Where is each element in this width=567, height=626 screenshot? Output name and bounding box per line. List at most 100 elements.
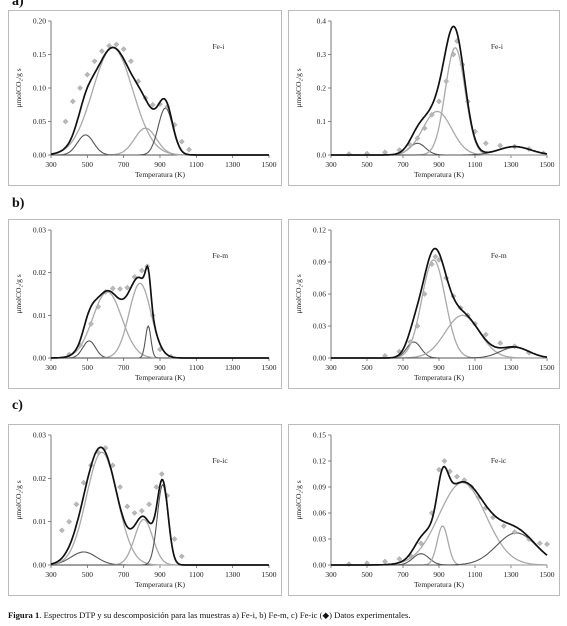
experimental-point: [500, 523, 507, 529]
component-curve: [331, 314, 547, 359]
row-label-b: b): [12, 196, 25, 211]
total-fit-curve: [50, 446, 269, 566]
experimental-point: [59, 527, 65, 534]
total-fit-curve: [331, 25, 548, 156]
row-label-c: c): [12, 398, 23, 413]
experimental-point: [432, 253, 439, 260]
experimental-point: [128, 58, 134, 65]
y-tick-label: 0.02: [33, 474, 46, 483]
caption-label: Figura 1: [8, 610, 40, 620]
experimental-point: [120, 46, 127, 53]
experimental-point: [138, 267, 145, 274]
y-axis-label: μmolCO₂/g s: [294, 480, 303, 519]
x-axis-label: Temperatura (K): [135, 580, 186, 589]
experimental-point: [117, 484, 123, 490]
row-label-a: a): [12, 0, 24, 9]
chart-svg: 300 500 700 900 1100 1300 1500 0.00 0.01 0.02 0.03…: [14, 431, 277, 590]
experimental-point: [124, 284, 131, 291]
x-tick-label: 1100: [189, 363, 204, 372]
chart-svg: 300 500 700 900 1100 1300 1500 0.0 0.1 0.2 0.3 0.4 T…: [294, 17, 555, 180]
experimental-point: [171, 536, 178, 542]
y-tick-label: 0.12: [313, 226, 326, 235]
experimental-point: [69, 98, 76, 105]
y-tick-label: 0.2: [317, 84, 327, 93]
x-tick-label: 900: [154, 363, 166, 372]
experimental-point: [414, 135, 421, 142]
y-axis-label: μmolCO₂/g s: [14, 274, 23, 313]
experimental-point: [436, 98, 442, 105]
experimental-point: [382, 558, 388, 565]
x-tick-label: 1100: [189, 160, 204, 169]
x-tick-label: 500: [361, 570, 373, 579]
total-fit-curve: [331, 247, 548, 359]
experimental-point: [497, 142, 504, 149]
sample-label: Fe-ic: [212, 456, 228, 465]
y-tick-label: 0.15: [33, 50, 46, 59]
experimental-point: [109, 285, 116, 292]
x-tick-label: 1300: [504, 570, 519, 579]
component-curve: [331, 532, 548, 566]
chart-fe-i-left: 300 500 700 900 1100 1300 1500 0.00 0.05 0.10 0.15…: [8, 10, 282, 186]
experimental-point: [62, 118, 69, 125]
caption-text-end: ) Datos experimentales.: [329, 610, 411, 620]
x-tick-label: 500: [82, 363, 94, 372]
experimental-point: [66, 518, 73, 525]
chart-svg: 300 500 700 900 1100 1300 1500 0.00 0.05 0.10 0.15…: [14, 17, 277, 180]
x-tick-label: 1300: [504, 363, 519, 372]
x-tick-label: 300: [325, 363, 337, 372]
x-axis-label: Temperatura (K): [135, 170, 186, 179]
experimental-point: [443, 78, 450, 85]
chart-fe-i-right: 300 500 700 900 1100 1300 1500 0.0 0.1 0.2 0.3 0.4 T…: [288, 10, 560, 186]
x-tick-label: 900: [433, 363, 445, 372]
experimental-point: [454, 473, 460, 480]
experimental-point: [131, 510, 138, 516]
y-tick-label: 0.06: [313, 509, 326, 518]
experimental-point: [396, 556, 403, 562]
experimental-point: [544, 541, 550, 548]
experimental-point: [428, 111, 435, 118]
x-tick-label: 500: [82, 570, 94, 579]
chart-svg: 300 500 700 900 1100 1300 1500 0.00 0.03 0.06 0.09…: [294, 226, 555, 383]
experimental-point: [73, 501, 80, 508]
x-axis-label: Temperatura (K): [414, 373, 465, 382]
x-tick-label: 900: [154, 570, 166, 579]
y-axis-label: μmolCO₂/g s: [294, 68, 303, 107]
component-curve: [331, 553, 547, 566]
experimental-point: [421, 291, 428, 297]
experimental-point: [77, 85, 83, 91]
x-tick-label: 1100: [468, 363, 483, 372]
component-curve: [50, 551, 269, 566]
experimental-point: [418, 540, 424, 547]
y-tick-label: 0.12: [313, 457, 326, 466]
component-curve: [331, 482, 547, 566]
experimental-point: [158, 471, 165, 477]
y-tick-label: 0.1: [317, 117, 327, 126]
experimental-point: [146, 501, 152, 508]
chart-svg: 300 500 700 900 1100 1300 1500 0.00 0.01 0.02 0.03…: [14, 226, 277, 383]
x-tick-label: 1500: [540, 160, 555, 169]
experimental-point: [109, 462, 116, 469]
x-tick-label: 500: [361, 363, 373, 372]
y-tick-label: 0.4: [317, 17, 327, 26]
x-tick-label: 1300: [225, 363, 240, 372]
x-tick-label: 300: [45, 160, 57, 169]
component-curve: [51, 127, 269, 156]
chart-fe-m-right: 300 500 700 900 1100 1300 1500 0.00 0.03 0.06 0.09…: [288, 219, 560, 389]
experimental-point: [511, 529, 518, 535]
x-tick-label: 700: [397, 363, 409, 372]
x-tick-label: 700: [118, 363, 129, 372]
y-tick-label: 0.00: [33, 561, 46, 570]
y-tick-label: 0.03: [313, 535, 326, 544]
x-tick-label: 500: [82, 160, 94, 169]
x-tick-label: 900: [433, 160, 445, 169]
x-tick-label: 700: [118, 570, 129, 579]
chart-fe-ic-right: 300 500 700 900 1100 1300 1500 0.00 0.03 0.06 0.09…: [288, 424, 560, 596]
x-tick-label: 900: [433, 570, 445, 579]
experimental-point: [482, 140, 489, 147]
total-fit-curve: [51, 264, 269, 359]
experimental-point: [80, 479, 87, 486]
x-tick-label: 900: [154, 160, 166, 169]
x-axis-label: Temperatura (K): [135, 373, 186, 382]
x-tick-label: 1500: [540, 570, 555, 579]
y-tick-label: 0.03: [313, 322, 326, 331]
